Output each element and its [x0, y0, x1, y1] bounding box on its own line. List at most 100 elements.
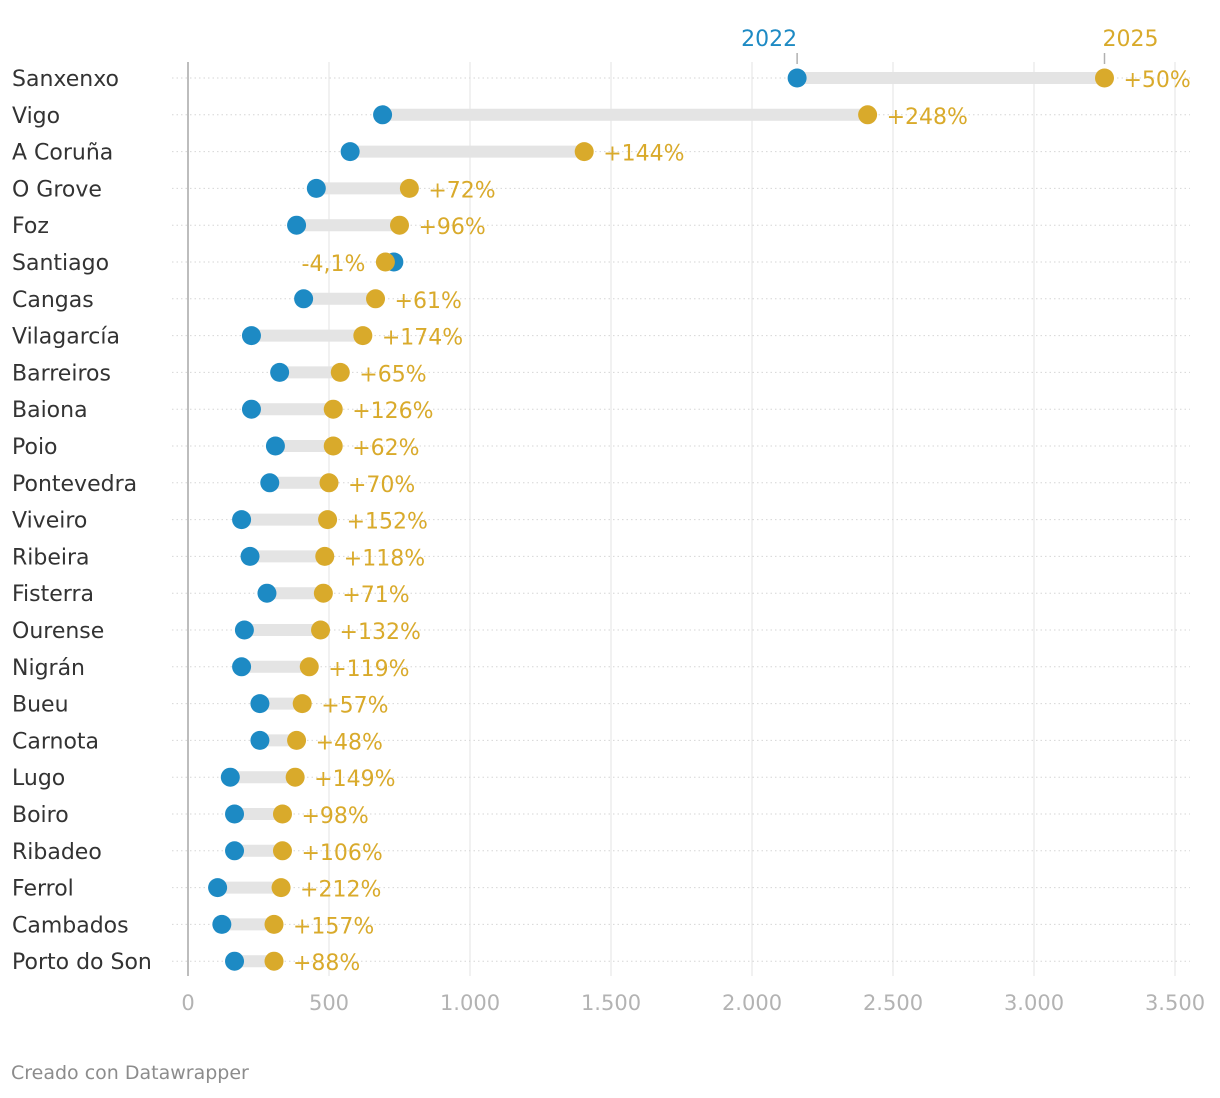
x-tick-label: 1.000 — [440, 991, 500, 1015]
change-label: +50% — [1124, 68, 1191, 93]
row-label: Boiro — [12, 803, 69, 828]
row-label: Bueu — [12, 693, 69, 718]
dot-2025 — [399, 178, 419, 198]
dot-2022 — [250, 694, 270, 714]
dot-2025 — [375, 252, 395, 272]
gridlines — [187, 62, 1176, 976]
change-label: +57% — [321, 694, 388, 719]
dot-2022 — [220, 767, 240, 787]
dot-2022 — [287, 215, 307, 235]
row-label: Vigo — [12, 104, 60, 129]
dot-2025 — [311, 620, 331, 640]
legend-2025-label: 2025 — [1103, 27, 1159, 52]
row-label: Porto do Son — [12, 950, 152, 975]
x-tick-label: 3.500 — [1145, 991, 1205, 1015]
footer-credit[interactable]: Creado con Datawrapper — [11, 1062, 249, 1084]
dot-2025 — [353, 326, 373, 346]
change-label: +149% — [314, 767, 395, 792]
dot-2022 — [250, 730, 270, 750]
dot-2022 — [212, 914, 232, 934]
dot-2022 — [241, 399, 261, 419]
change-label: +144% — [603, 142, 684, 167]
dot-2025 — [287, 730, 307, 750]
row-label: Carnota — [12, 729, 99, 754]
dot-2025 — [390, 215, 409, 235]
dot-2022 — [208, 878, 228, 898]
dot-2025 — [330, 362, 350, 382]
dot-2025 — [323, 436, 343, 456]
dot-2025 — [292, 694, 312, 714]
dot-2022 — [240, 546, 260, 566]
dot-2025 — [574, 142, 594, 162]
row-label: Santiago — [12, 251, 109, 276]
change-label: +61% — [395, 289, 462, 314]
change-label: +132% — [340, 620, 421, 645]
dot-2022 — [294, 289, 314, 309]
dot-2022 — [225, 951, 245, 971]
x-tick-label: 2.000 — [722, 991, 782, 1015]
row-label: Nigrán — [12, 656, 85, 681]
dot-2022 — [225, 841, 245, 861]
dot-2025 — [323, 399, 343, 419]
row-label: Vilagarcía — [12, 325, 120, 350]
row-label: Cangas — [12, 288, 94, 313]
row-label: A Coruña — [12, 141, 113, 166]
change-label: +65% — [359, 362, 426, 387]
x-tick-label: 0 — [181, 991, 194, 1015]
x-tick-label: 2.500 — [863, 991, 923, 1015]
dot-2022 — [265, 436, 285, 456]
row-label: Poio — [12, 435, 58, 460]
row-label: Foz — [12, 214, 49, 239]
change-label: +212% — [300, 878, 381, 903]
change-label: +174% — [382, 326, 463, 351]
rows: Sanxenxo +50% Vigo +248% A Coruña +144% O Grov… — [12, 67, 1191, 976]
change-label: +71% — [342, 583, 409, 608]
dot-2025 — [272, 841, 292, 861]
change-label: -4,1% — [302, 252, 366, 277]
dot-2025 — [264, 914, 284, 934]
row-label: O Grove — [12, 177, 102, 202]
x-tick-label: 3.000 — [1004, 991, 1064, 1015]
dot-2025 — [858, 105, 878, 125]
change-label: +119% — [328, 657, 409, 682]
row-label: Barreiros — [12, 361, 111, 386]
dot-2025 — [319, 473, 339, 493]
dot-2022 — [234, 620, 254, 640]
dot-2025 — [299, 657, 319, 677]
dot-2022 — [232, 510, 252, 530]
row-label: Pontevedra — [12, 472, 137, 497]
change-label: +70% — [348, 473, 415, 498]
dot-2025 — [315, 546, 335, 566]
dot-2025 — [1095, 68, 1114, 88]
row-label: Cambados — [12, 913, 129, 938]
x-tick-label: 1.500 — [581, 991, 641, 1015]
dot-2022 — [241, 326, 261, 346]
legend: 2022 2025 — [741, 27, 1159, 64]
x-tick-label: 500 — [309, 991, 349, 1015]
change-label: +106% — [301, 841, 382, 866]
dot-2022 — [257, 583, 277, 603]
change-label: +62% — [352, 436, 419, 461]
row-label: Baiona — [12, 398, 88, 423]
row-label: Ribadeo — [12, 840, 102, 865]
dot-2025 — [272, 804, 292, 824]
dot-2025 — [285, 767, 305, 787]
dot-2025 — [366, 289, 386, 309]
row-label: Ferrol — [12, 877, 74, 902]
row-label: Lugo — [12, 766, 65, 791]
dot-2022 — [260, 473, 280, 493]
dot-2025 — [318, 510, 338, 530]
dot-2025 — [264, 951, 284, 971]
dot-2022 — [373, 105, 393, 125]
dot-2022 — [225, 804, 245, 824]
dot-2022 — [340, 142, 360, 162]
change-label: +72% — [428, 178, 495, 203]
dot-2025 — [313, 583, 333, 603]
change-label: +126% — [352, 399, 433, 424]
dot-2022 — [787, 68, 807, 88]
row-label: Fisterra — [12, 582, 94, 607]
change-label: +157% — [293, 914, 374, 939]
dot-2022 — [270, 362, 290, 382]
change-label: +88% — [293, 951, 360, 976]
